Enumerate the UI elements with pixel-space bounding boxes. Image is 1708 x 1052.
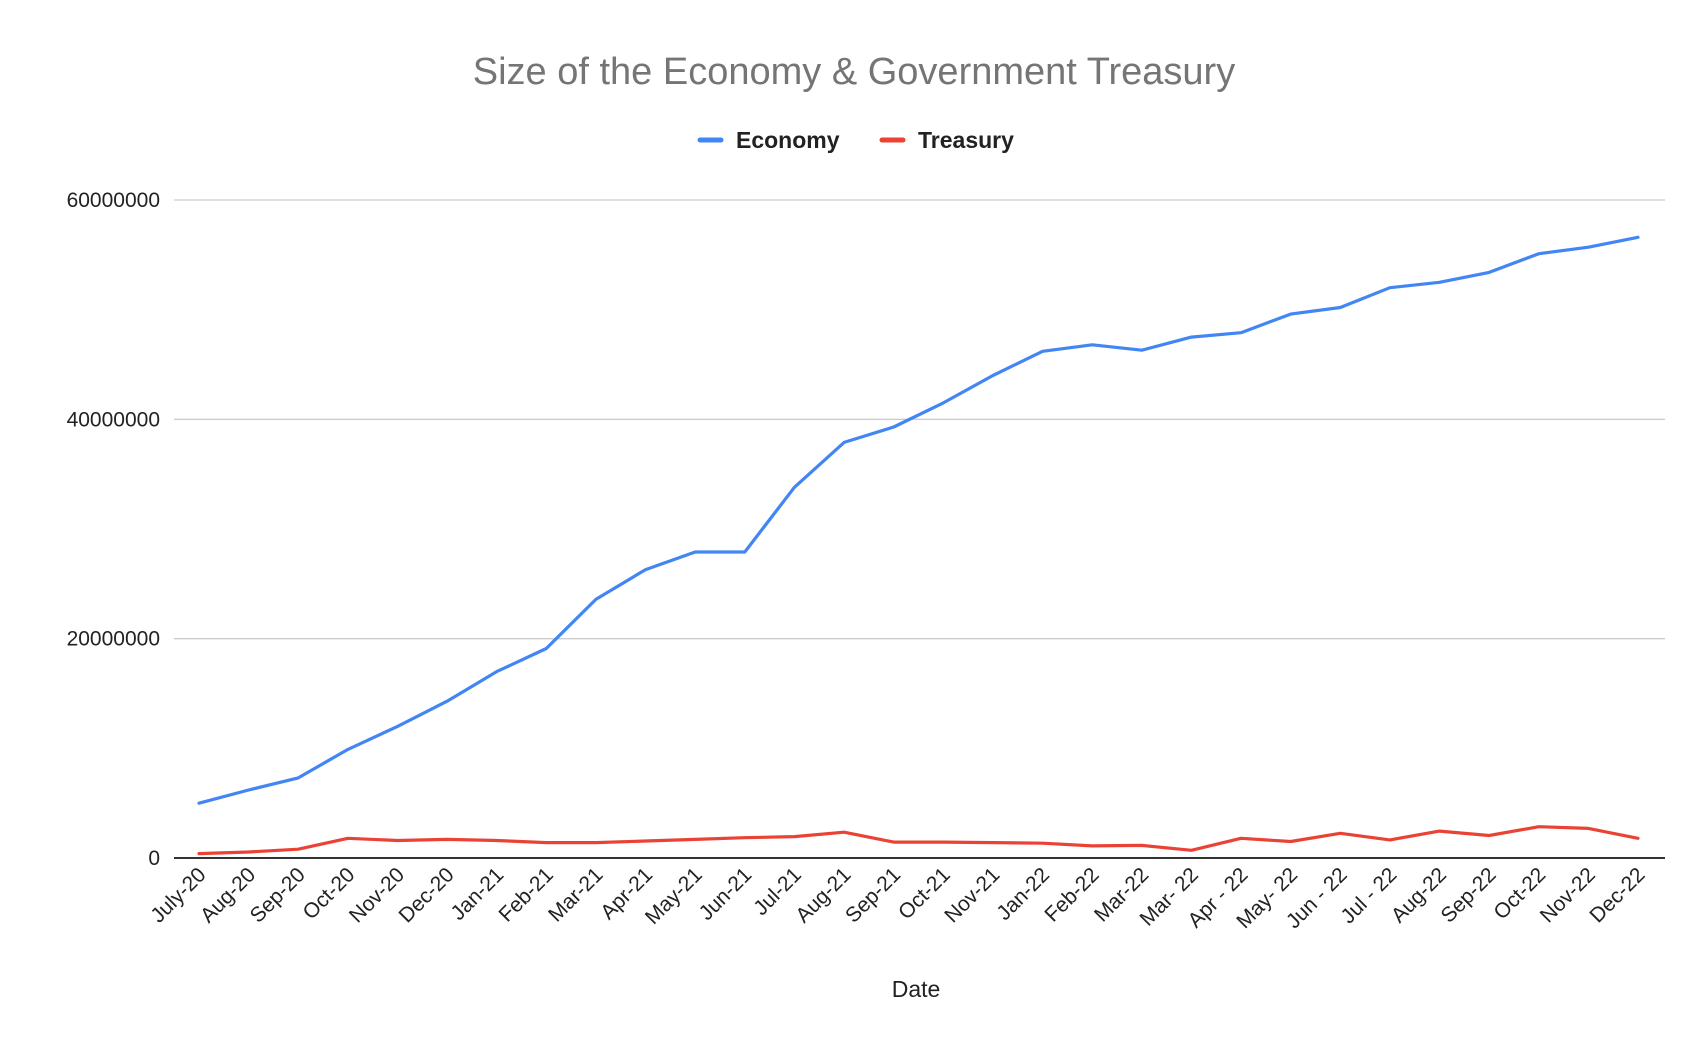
legend: Economy Treasury bbox=[697, 127, 1014, 153]
x-tick-label: Sep-20 bbox=[246, 863, 310, 927]
gridlines bbox=[174, 199, 1665, 859]
y-tick-label: 20000000 bbox=[67, 628, 160, 651]
x-tick-label: Sep-22 bbox=[1437, 863, 1501, 927]
legend-label-treasury: Treasury bbox=[918, 127, 1014, 153]
x-tick-label: Jun-21 bbox=[695, 863, 757, 925]
x-tick-label: Dec-22 bbox=[1585, 863, 1649, 927]
x-tick-label: July-20 bbox=[146, 863, 210, 927]
legend-label-economy: Economy bbox=[736, 127, 840, 153]
y-tick-label: 60000000 bbox=[67, 189, 160, 212]
y-tick-label: 40000000 bbox=[67, 408, 160, 431]
x-tick-label: Mar-21 bbox=[544, 863, 607, 926]
x-tick-label: Aug-21 bbox=[791, 863, 855, 927]
x-tick-label: Nov-20 bbox=[345, 863, 409, 927]
x-tick-label: Jul - 22 bbox=[1336, 863, 1401, 928]
x-tick-label: May-21 bbox=[641, 863, 707, 929]
series-line-treasury bbox=[197, 825, 1640, 856]
x-tick-label: Aug-20 bbox=[196, 863, 260, 927]
x-tick-label: Dec-20 bbox=[395, 863, 459, 927]
x-tick-label: Nov-22 bbox=[1536, 863, 1600, 927]
y-axis-tick-labels: 0 20000000 40000000 60000000 bbox=[67, 189, 160, 870]
x-tick-label: Feb-22 bbox=[1040, 863, 1103, 926]
y-tick-label: 0 bbox=[148, 847, 160, 870]
x-tick-label: Aug-22 bbox=[1387, 863, 1451, 927]
x-tick-label: Feb-21 bbox=[495, 863, 558, 926]
x-tick-label: Nov-21 bbox=[940, 863, 1004, 927]
x-axis-tick-labels: July-20Aug-20Sep-20Oct-20Nov-20Dec-20Jan… bbox=[146, 863, 1649, 933]
x-tick-label: Sep-21 bbox=[841, 863, 905, 927]
x-axis-title: Date bbox=[892, 976, 941, 1002]
series-lines bbox=[197, 235, 1640, 856]
series-line-economy bbox=[197, 235, 1640, 805]
chart-title: Size of the Economy & Government Treasur… bbox=[473, 51, 1235, 93]
